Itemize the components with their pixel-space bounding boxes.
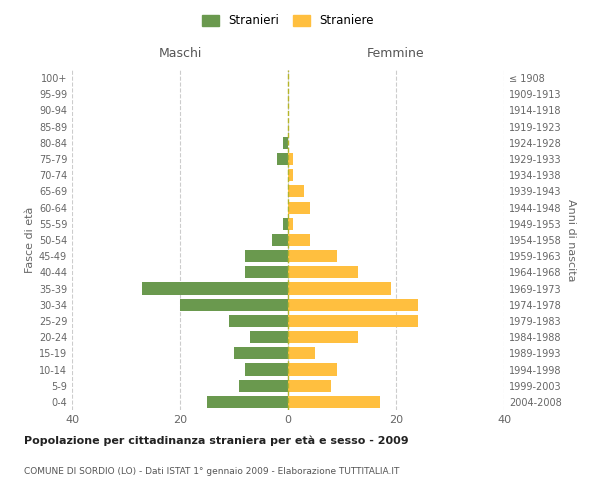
- Bar: [229, 315, 288, 327]
- Legend: Stranieri, Straniere: Stranieri, Straniere: [199, 11, 377, 31]
- Bar: [288, 186, 304, 198]
- Bar: [288, 364, 337, 376]
- Bar: [288, 282, 391, 294]
- Bar: [288, 315, 418, 327]
- Bar: [288, 298, 418, 311]
- Bar: [288, 250, 337, 262]
- Text: Popolazione per cittadinanza straniera per età e sesso - 2009: Popolazione per cittadinanza straniera p…: [24, 435, 409, 446]
- Bar: [245, 266, 288, 278]
- Text: Maschi: Maschi: [158, 48, 202, 60]
- Bar: [245, 364, 288, 376]
- Bar: [288, 348, 315, 360]
- Bar: [288, 153, 293, 165]
- Bar: [288, 218, 293, 230]
- Y-axis label: Fasce di età: Fasce di età: [25, 207, 35, 273]
- Bar: [288, 331, 358, 343]
- Y-axis label: Anni di nascita: Anni di nascita: [566, 198, 576, 281]
- Bar: [288, 169, 293, 181]
- Bar: [272, 234, 288, 246]
- Bar: [288, 202, 310, 213]
- Bar: [288, 266, 358, 278]
- Bar: [234, 348, 288, 360]
- Bar: [283, 137, 288, 149]
- Bar: [245, 250, 288, 262]
- Text: Femmine: Femmine: [367, 48, 425, 60]
- Bar: [239, 380, 288, 392]
- Bar: [207, 396, 288, 408]
- Bar: [288, 396, 380, 408]
- Bar: [250, 331, 288, 343]
- Bar: [283, 218, 288, 230]
- Bar: [142, 282, 288, 294]
- Bar: [288, 234, 310, 246]
- Text: COMUNE DI SORDIO (LO) - Dati ISTAT 1° gennaio 2009 - Elaborazione TUTTITALIA.IT: COMUNE DI SORDIO (LO) - Dati ISTAT 1° ge…: [24, 468, 400, 476]
- Bar: [288, 380, 331, 392]
- Bar: [180, 298, 288, 311]
- Bar: [277, 153, 288, 165]
